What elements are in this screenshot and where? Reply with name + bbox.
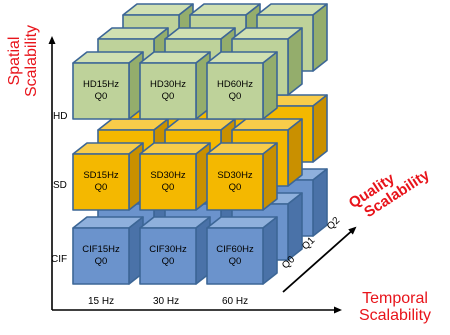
temporal-axis-title-line1: Temporal	[362, 290, 428, 307]
cube-front-label-line2: Q0	[229, 91, 242, 102]
cube-q1-sd-2-side-face	[287, 118, 303, 187]
cube-front-cif-2-side-face	[262, 216, 278, 285]
cube-grid: CIF15HzQ0CIF30HzQ0CIF60HzQ0SD15HzQ0SD30H…	[72, 3, 328, 285]
cube-front-label-line1: CIF60Hz	[216, 244, 254, 255]
cube-front-label-line1: SD30Hz	[150, 170, 186, 181]
cube-front-label-line1: CIF30Hz	[149, 244, 187, 255]
cube-front-label-line2: Q0	[162, 256, 175, 267]
cube-front-hd-2-front-face	[206, 62, 264, 120]
spatial-level-sd: SD	[53, 180, 67, 191]
cube-front-label-line1: CIF15Hz	[82, 244, 120, 255]
cube-front-label-line1: HD60Hz	[217, 79, 253, 90]
temporal-level-15hz: 15 Hz	[88, 296, 115, 307]
cube-front-label-line2: Q0	[162, 182, 175, 193]
cube-q2-sd-2-side-face	[312, 94, 328, 163]
spatial-axis-title-line1: Spatial	[6, 36, 23, 86]
cube-front-sd-2-side-face	[262, 142, 278, 211]
cube-front-label-line2: Q0	[95, 256, 108, 267]
cube-front-cif-0-front-face	[72, 227, 130, 285]
cube-front-cif-2-front-face	[206, 227, 264, 285]
cube-q2-cif-2-side-face	[312, 168, 328, 237]
cube-front-label-line1: HD15Hz	[83, 79, 119, 90]
cube-front-label-line2: Q0	[229, 182, 242, 193]
cube-front-hd-1-front-face	[139, 62, 197, 120]
spatial-level-cif: CIF	[51, 254, 68, 265]
temporal-axis-title: Temporal Scalability	[350, 290, 440, 324]
cube-front-label-line2: Q0	[229, 256, 242, 267]
cube-front-hd-0-front-face	[72, 62, 130, 120]
spatial-level-hd: HD	[53, 111, 68, 122]
cube-front-hd-2-side-face	[262, 51, 278, 120]
cube-front-sd-1-front-face	[139, 153, 197, 211]
cube-front-label-line2: Q0	[95, 91, 108, 102]
cube-front-cif-1-front-face	[139, 227, 197, 285]
cube-front-label-line2: Q0	[162, 91, 175, 102]
cube-front-label-line2: Q0	[95, 182, 108, 193]
spatial-axis-title: Spatial Scalability	[6, 6, 40, 116]
cube-q1-cif-2-side-face	[287, 192, 303, 261]
spatial-axis-title-line2: Scalability	[23, 24, 40, 98]
temporal-level-60hz: 60 Hz	[222, 296, 249, 307]
quality-axis-line	[282, 226, 357, 293]
temporal-axis-title-line2: Scalability	[358, 307, 432, 324]
cube-q1-hd-2-side-face	[287, 27, 303, 96]
cube-front-label-line1: HD30Hz	[150, 79, 186, 90]
temporal-level-30hz: 30 Hz	[153, 296, 180, 307]
cube-front-sd-0-front-face	[72, 153, 130, 211]
cube-front-label-line1: SD15Hz	[83, 170, 119, 181]
cube-front-label-line1: SD30Hz	[217, 170, 253, 181]
cube-front-sd-2-front-face	[206, 153, 264, 211]
axes	[48, 36, 357, 314]
cube-q2-hd-2-side-face	[312, 3, 328, 72]
